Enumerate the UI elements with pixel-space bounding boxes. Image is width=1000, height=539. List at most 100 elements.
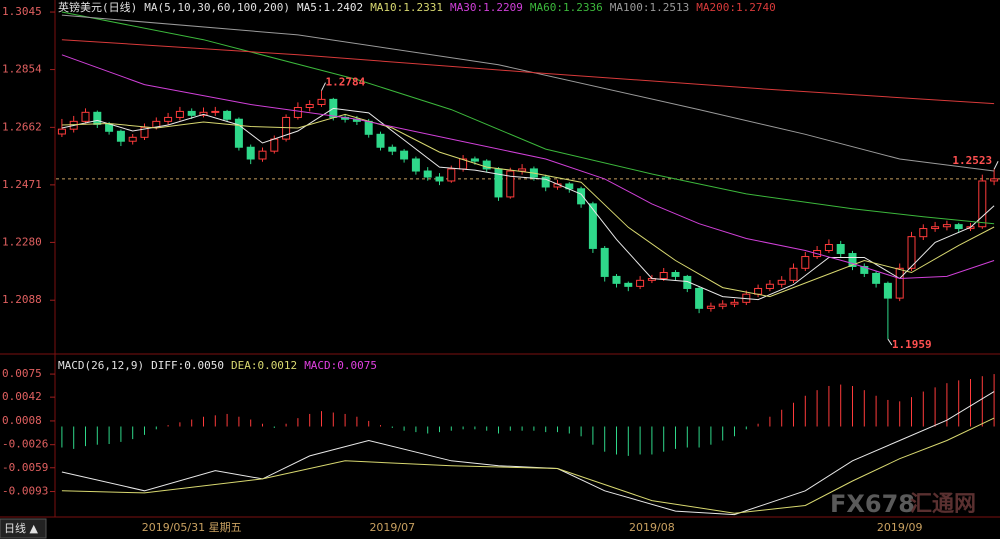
candle-body	[954, 224, 963, 230]
legend-entry: DEA:0.0012	[231, 359, 297, 372]
candle-body	[423, 170, 432, 178]
period-box[interactable]	[0, 518, 47, 539]
candle-body	[388, 146, 397, 152]
candle-body	[978, 180, 987, 228]
candle-body	[836, 244, 845, 255]
legend-entry: MA10:1.2331	[370, 1, 443, 14]
legend-entry: MA100:1.2513	[610, 1, 689, 14]
legend-entry: MA(5,10,30,60,100,200)	[144, 1, 290, 14]
candle-body	[895, 267, 904, 299]
candle-body	[730, 301, 739, 305]
y-tick-label: 0.0042	[2, 390, 42, 403]
candle-body	[411, 158, 420, 172]
annotation: 1.2784	[326, 76, 366, 89]
candle-body	[93, 111, 102, 125]
y-tick-label: 1.2471	[2, 178, 42, 191]
candle-body	[789, 267, 798, 281]
y-tick-label: -0.0059	[2, 461, 48, 474]
annotation-leader	[993, 161, 999, 170]
candle-body	[293, 106, 302, 118]
candle-body	[931, 226, 940, 230]
candle-body	[234, 118, 243, 148]
y-tick-label: -0.0093	[2, 485, 48, 498]
annotation-leader	[887, 338, 893, 346]
watermark-name: 汇通网	[910, 492, 976, 517]
x-tick-label: 2019/07	[369, 521, 415, 534]
candle-body	[435, 176, 444, 182]
candle-body	[506, 170, 515, 198]
candle-body	[883, 282, 892, 299]
watermark-brand: FX678	[830, 490, 915, 518]
candle-body	[695, 287, 704, 309]
legend-entry: MA60:1.2336	[530, 1, 603, 14]
y-tick-label: 0.0075	[2, 367, 42, 380]
legend-entry: MA5:1.2402	[297, 1, 363, 14]
candle-body	[81, 111, 90, 122]
y-tick-label: 1.2280	[2, 235, 42, 248]
candle-body	[223, 110, 232, 120]
candle-body	[270, 138, 279, 152]
annotation-leader	[321, 82, 326, 91]
candle-body	[470, 158, 479, 162]
x-tick-label: 2019/09	[877, 521, 923, 534]
candle-body	[777, 279, 786, 285]
legend-entry: MACD:0.0075	[304, 359, 377, 372]
candle-body	[246, 146, 255, 160]
candle-body	[199, 111, 208, 116]
candle-body	[588, 203, 597, 249]
candle-body	[636, 279, 645, 287]
candle-body	[706, 305, 715, 309]
y-tick-label: 1.3045	[2, 5, 42, 18]
series-line	[61, 417, 995, 514]
candle-body	[600, 247, 609, 277]
candle-body	[824, 244, 833, 252]
legend-entry: MA30:1.2209	[450, 1, 523, 14]
candle-body	[612, 275, 621, 284]
candle-body	[754, 287, 763, 295]
candle-body	[577, 188, 586, 205]
candle-body	[258, 150, 267, 160]
candle-body	[164, 116, 173, 122]
y-tick-label: -0.0026	[2, 438, 48, 451]
candle-body	[990, 178, 999, 182]
candle-body	[105, 123, 114, 132]
legend-entry: 英镑美元(日线)	[58, 0, 137, 14]
legend-entry: MACD(26,12,9)	[58, 359, 144, 372]
y-tick-label: 1.2088	[2, 293, 42, 306]
candle-body	[659, 272, 668, 280]
annotation: 1.1959	[892, 338, 932, 351]
candle-body	[364, 120, 373, 135]
series-line	[61, 113, 995, 298]
annotation: 1.2523	[952, 154, 992, 167]
candle-body	[447, 168, 456, 182]
candle-body	[211, 110, 220, 113]
x-tick-label: 2019/08	[629, 521, 675, 534]
candle-body	[942, 224, 951, 228]
series-line	[61, 14, 995, 172]
candle-body	[317, 98, 326, 105]
candle-body	[801, 256, 810, 269]
candle-body	[494, 168, 503, 198]
candle-body	[400, 150, 409, 160]
candle-body	[765, 283, 774, 289]
period-label[interactable]: 日线 ▲	[4, 521, 38, 535]
candle-body	[57, 128, 66, 135]
candle-body	[718, 303, 727, 307]
legend-entry: DIFF:0.0050	[151, 359, 224, 372]
y-tick-label: 1.2854	[2, 63, 42, 76]
candle-body	[671, 272, 680, 277]
series-line	[61, 11, 995, 225]
y-tick-label: 0.0008	[2, 414, 42, 427]
candle-body	[907, 236, 916, 269]
candle-body	[518, 168, 527, 172]
candle-body	[683, 275, 692, 289]
candle-body	[482, 160, 491, 170]
candle-body	[282, 116, 291, 140]
candle-body	[128, 136, 137, 142]
series-line	[61, 39, 995, 105]
candle-body	[175, 110, 184, 118]
candle-body	[305, 103, 314, 108]
candle-body	[116, 130, 125, 142]
series-line	[61, 107, 995, 301]
